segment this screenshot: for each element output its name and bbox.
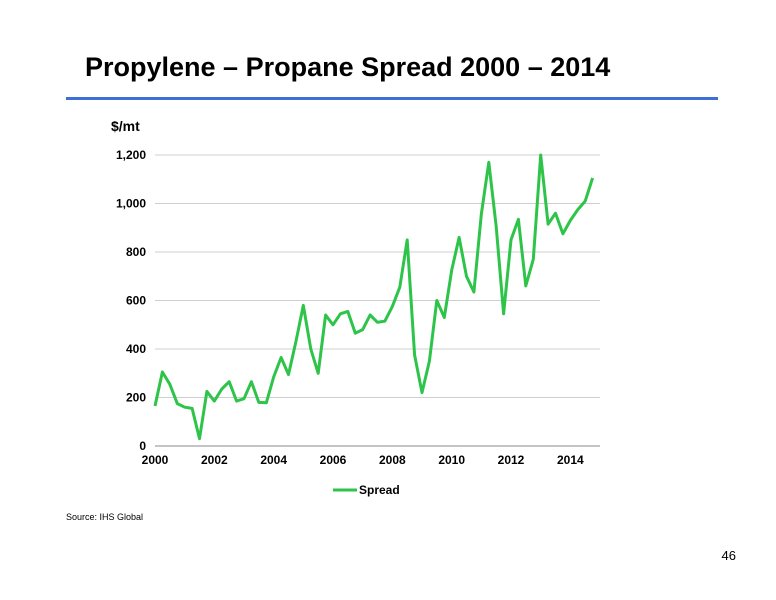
y-tick-label: 600 <box>126 294 146 308</box>
y-tick-label: 0 <box>139 439 146 453</box>
x-tick-label: 2012 <box>498 453 525 467</box>
x-tick-label: 2004 <box>260 453 287 467</box>
y-tick-label: 400 <box>126 342 146 356</box>
x-tick-label: 2014 <box>557 453 584 467</box>
x-tick-label: 2008 <box>379 453 406 467</box>
legend-label-spread: Spread <box>359 483 400 497</box>
legend: Spread <box>333 483 400 497</box>
x-tick-labels: 2000 2002 2004 2006 2008 2010 2012 2014 <box>142 453 584 467</box>
series-line-spread <box>153 153 595 441</box>
page-number: 46 <box>721 548 736 563</box>
y-tick-label: 800 <box>126 245 146 259</box>
title-underline <box>66 97 718 100</box>
y-tick-label: 200 <box>126 391 146 405</box>
y-tick-labels: 0 200 400 600 800 1,000 1,200 <box>116 148 146 453</box>
x-tick-label: 2002 <box>201 453 228 467</box>
y-tick-label: 1,200 <box>116 148 146 162</box>
source-note: Source: IHS Global <box>66 512 144 522</box>
x-tick-label: 2010 <box>438 453 465 467</box>
y-axis-unit-label: $/mt <box>111 118 140 134</box>
x-tick-label: 2000 <box>142 453 169 467</box>
x-tick-label: 2006 <box>320 453 347 467</box>
y-tick-label: 1,000 <box>116 197 146 211</box>
series-layer <box>153 153 595 441</box>
slide-title: Propylene – Propane Spread 2000 – 2014 <box>85 52 611 82</box>
gridlines <box>155 154 600 447</box>
